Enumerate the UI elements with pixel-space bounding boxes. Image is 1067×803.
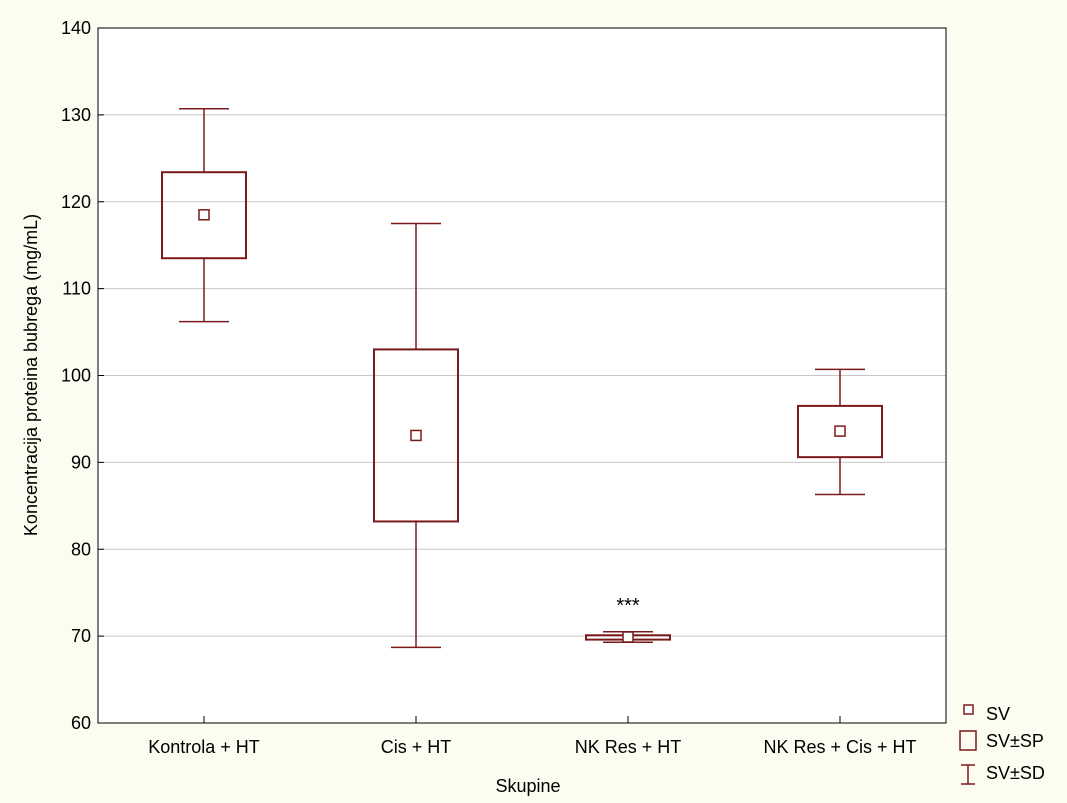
y-tick-label: 130 [61, 105, 91, 125]
x-axis: Kontrola + HT Cis + HT NK Res + HT NK Res +… [148, 716, 917, 757]
y-tick-label: 70 [71, 626, 91, 646]
y-tick-label: 80 [71, 539, 91, 559]
mean-marker [198, 209, 210, 221]
box-group [161, 108, 247, 323]
x-axis-label: Skupine [495, 776, 560, 796]
box-group: *** [585, 595, 671, 643]
y-tick-label: 120 [61, 192, 91, 212]
x-tick-label: Kontrola + HT [148, 737, 260, 757]
x-tick-label: NK Res + HT [575, 737, 682, 757]
grid-lines [98, 114, 946, 637]
mean-marker [834, 425, 846, 437]
x-tick-label: Cis + HT [381, 737, 452, 757]
mean-marker [622, 631, 634, 643]
legend-se-symbol [959, 730, 977, 751]
y-tick-label: 140 [61, 18, 91, 38]
y-tick-label: 60 [71, 713, 91, 733]
legend-mean-symbol [963, 704, 974, 715]
legend-label: SV±SP [986, 731, 1044, 751]
box-series: *** [161, 108, 883, 649]
legend: SV SV±SP SV±SD [959, 704, 1045, 785]
legend-label: SV±SD [986, 763, 1045, 783]
legend-label: SV [986, 704, 1010, 724]
se-box [797, 404, 883, 459]
box-group [797, 368, 883, 496]
y-axis: 60 70 80 90 100 110 120 130 140 [61, 18, 104, 733]
significance-label: *** [616, 595, 640, 617]
y-tick-label: 100 [61, 366, 91, 386]
box-group [373, 222, 459, 649]
y-axis-label: Koncentracija proteina bubrega (mg/mL) [21, 214, 41, 536]
y-tick-label: 110 [62, 279, 91, 299]
se-box [161, 171, 247, 260]
se-box [373, 348, 459, 523]
x-tick-label: NK Res + Cis + HT [763, 737, 916, 757]
y-tick-label: 90 [71, 452, 91, 472]
mean-marker [410, 429, 422, 442]
